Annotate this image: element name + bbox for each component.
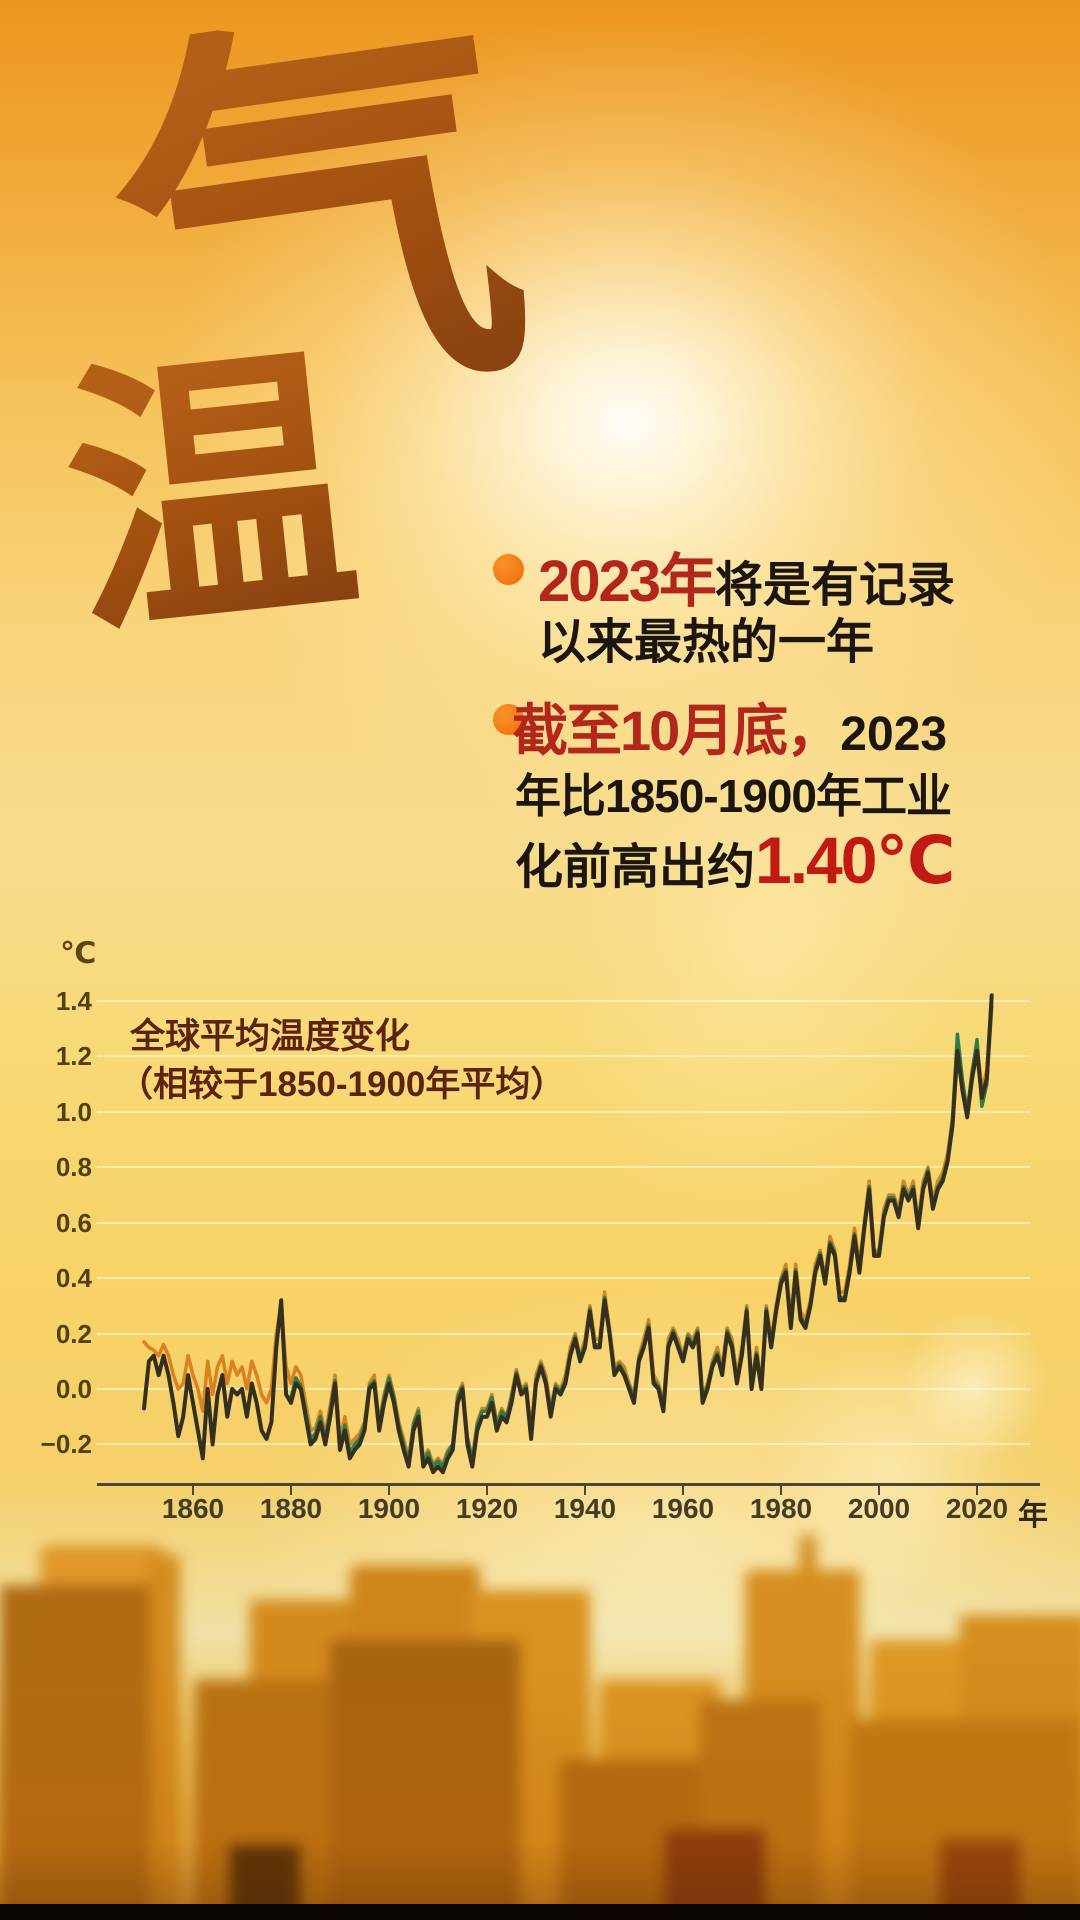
x-tick-label: 1960 <box>651 1493 715 1524</box>
x-tick-mark <box>486 1486 488 1495</box>
y-tick-label: 0.2 <box>55 1318 92 1349</box>
gridline-y <box>97 1166 1030 1169</box>
chart-subtitle: （相较于1850-1900年平均） <box>118 1065 566 1104</box>
x-tick-label: 2000 <box>847 1493 911 1524</box>
bullet-dot-2 <box>493 704 524 735</box>
bullet1-red-text: 2023年 <box>538 549 717 614</box>
bullet2-black-text: 2023 <box>840 708 948 761</box>
x-tick-mark <box>878 1486 880 1495</box>
bottom-dark-strip <box>0 1904 1080 1920</box>
bullet2-line3: 化前高出约 1.40℃ <box>515 822 955 899</box>
x-tick-label: 1880 <box>259 1493 323 1524</box>
bullet1-black-text: 将是有记录 <box>715 559 956 612</box>
x-tick-label: 2020 <box>945 1493 1009 1524</box>
y-tick-label: 0.8 <box>55 1152 92 1183</box>
y-tick-label: 0.0 <box>55 1374 92 1404</box>
city-skyline <box>0 1500 1080 1920</box>
x-tick-label: 1900 <box>357 1493 421 1524</box>
bullet2-line3-black-text: 化前高出约 <box>515 841 756 894</box>
bullet2-line2: 年比1850-1900年工业 <box>515 760 952 826</box>
x-tick-label: 1940 <box>553 1493 617 1524</box>
gridline-y <box>97 1332 1030 1335</box>
x-axis-year-label: 年 <box>1018 1499 1048 1532</box>
x-tick-mark <box>682 1486 684 1495</box>
bullet2-line3-red-value: 1.40℃ <box>755 823 955 897</box>
x-tick-mark <box>584 1486 586 1495</box>
gridline-y <box>97 1443 1030 1446</box>
bullet2-line2-text: 年比1850-1900年工业 <box>515 770 952 822</box>
gridline-y <box>97 1110 1030 1113</box>
gridline-y <box>97 1277 1030 1280</box>
bullet1-line2: 以来最热的一年 <box>538 602 874 672</box>
y-tick-label: −0.2 <box>40 1429 92 1460</box>
x-tick-label: 1860 <box>161 1493 225 1524</box>
gridline-y <box>97 1388 1030 1390</box>
gridline-y <box>97 1055 1030 1058</box>
y-tick-label: 1.2 <box>55 1041 92 1072</box>
x-tick-label: 1980 <box>749 1493 813 1524</box>
bullet-dot-1 <box>493 554 524 585</box>
bullet2-line1: 截至10月底， 2023 <box>512 686 947 767</box>
gridline-y <box>97 999 1030 1002</box>
y-tick-label: 0.4 <box>55 1263 92 1294</box>
x-tick-label: 1920 <box>455 1493 519 1524</box>
x-tick-mark <box>976 1486 978 1495</box>
gridline-y <box>97 1221 1030 1224</box>
bullet1-line1: 2023年 将是有记录 <box>538 534 955 618</box>
bullet2-red-text: 截至10月底， <box>512 699 842 762</box>
x-tick-mark <box>192 1486 194 1495</box>
chart-title: 全球平均温度变化 <box>130 1017 411 1056</box>
y-tick-label: 0.6 <box>55 1207 92 1238</box>
bullet1-line2-text: 以来最热的一年 <box>538 616 875 669</box>
x-tick-mark <box>388 1486 390 1495</box>
x-tick-mark <box>780 1486 782 1495</box>
y-tick-label: 1.4 <box>55 985 92 1016</box>
skyline-haze-overlay <box>0 1660 1080 1920</box>
x-tick-mark <box>290 1486 292 1495</box>
x-axis-line <box>97 1483 1040 1486</box>
calligraphy-char-wen: 温 <box>52 320 370 670</box>
y-tick-label: 1.0 <box>55 1096 92 1127</box>
y-axis-unit-label: ℃ <box>60 937 97 970</box>
